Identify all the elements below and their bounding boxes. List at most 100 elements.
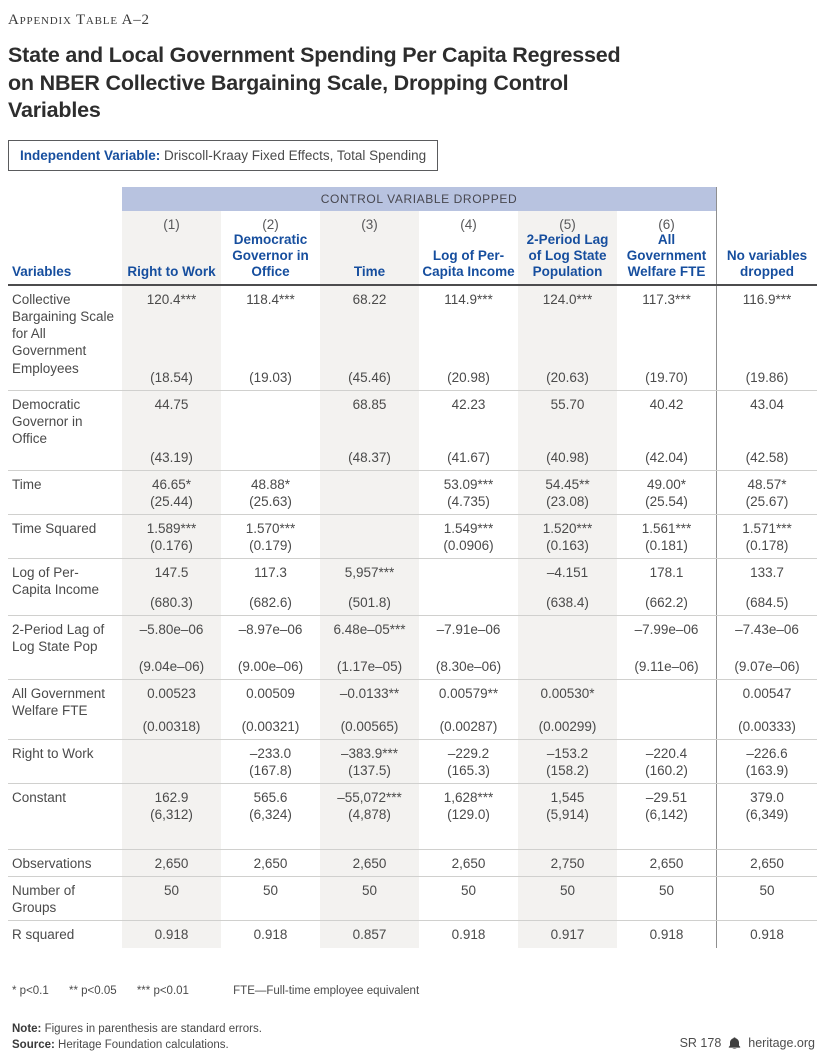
coefficient-value: 53.09*** [443, 476, 494, 492]
table-row: Democratic Governor in Office 44.75 (43.19… [8, 390, 817, 471]
coefficient-value: 117.3*** [642, 291, 691, 307]
band-row-last-spacer [716, 186, 817, 211]
data-cell: 147.5 (680.3) [122, 558, 221, 615]
data-cell: 68.22 (45.46) [320, 285, 419, 390]
data-cell: 1.549*** (0.0906) [419, 515, 518, 558]
standard-error-value: (163.9) [745, 762, 789, 778]
data-cell: 1,545 (5,914) [518, 783, 617, 849]
stat-value: 50 [460, 883, 477, 899]
report-id: SR 178 [679, 1036, 722, 1051]
coefficient-value: 54.45** [545, 476, 590, 492]
coefficient-value: –5.80e–06 [139, 621, 204, 637]
coefficient-value: 117.3 [254, 564, 287, 580]
standard-error-value: (42.58) [745, 449, 789, 465]
coefficient-value: –233.0 [249, 745, 292, 761]
sig-note-3: *** p<0.01 [136, 984, 189, 997]
standard-error-value: (18.54) [150, 369, 193, 385]
page-footer: Note: Figures in parenthesis are standar… [8, 1021, 817, 1053]
stat-value: 0.917 [550, 927, 585, 943]
control-variable-dropped-band: CONTROL VARIABLE DROPPED [122, 186, 716, 211]
stat-value: 2,650 [154, 855, 189, 871]
table-row: Right to Work –233.0 (167.8) –383.9*** (137.… [8, 739, 817, 784]
no-variables-column-cell: 133.7 (684.5) [716, 558, 817, 615]
standard-error-value: (0.0906) [443, 537, 494, 553]
standard-error-value: (4,878) [348, 806, 391, 822]
data-cell: 2,650 [122, 849, 221, 877]
heritage-org-link[interactable]: heritage.org [748, 1036, 815, 1051]
data-cell: –8.97e–06 (9.00e–06) [221, 616, 320, 679]
row-label-cell: Constant [8, 784, 122, 849]
coefficient-value: 1.571*** [742, 520, 792, 536]
data-cell: –5.80e–06 (9.04e–06) [122, 615, 221, 679]
data-cell: –233.0 (167.8) [221, 740, 320, 783]
stat-value: 0.918 [451, 927, 486, 943]
row-label: Constant [12, 789, 67, 805]
standard-error-value: (680.3) [150, 594, 193, 610]
stat-label: Number of Groups [12, 883, 76, 916]
standard-error-value: (0.00321) [241, 718, 300, 734]
coefficient-value: 133.7 [750, 564, 784, 580]
column-header-label: Democratic Governor in Office [232, 231, 309, 280]
note-text: Figures in parenthesis are standard erro… [44, 1022, 262, 1035]
coefficient-value: –4.151 [546, 564, 589, 580]
standard-error-value: (40.98) [546, 449, 589, 465]
data-cell: 117.3 (682.6) [221, 559, 320, 615]
coefficient-value: 5,957*** [344, 564, 395, 580]
band-label: CONTROL VARIABLE DROPPED [320, 191, 518, 206]
data-cell: 2,650 [221, 850, 320, 876]
data-cell: 50 [122, 877, 221, 921]
standard-error-value: (684.5) [745, 594, 789, 610]
stat-value: 0.918 [649, 927, 684, 943]
data-cell: 5,957*** (501.8) [320, 558, 419, 615]
no-variables-column-cell: 0.00547 (0.00333) [716, 679, 817, 739]
data-cell: 2,650 [419, 850, 518, 876]
standard-error-value: (5,914) [546, 806, 589, 822]
coefficient-value: –0.0133** [339, 685, 400, 701]
no-variables-column-cell: 379.0 (6,349) [716, 783, 817, 849]
column-header-label: No variables dropped [726, 248, 808, 280]
data-cell: 120.4*** (18.54) [122, 285, 221, 390]
coefficient-value: 42.23 [451, 396, 486, 412]
standard-error-value: (9.00e–06) [237, 658, 304, 674]
stat-value: 2,650 [352, 855, 387, 871]
data-cell [221, 391, 320, 470]
regression-table: CONTROL VARIABLE DROPPED Variables (1) Righ… [8, 186, 817, 948]
stat-value: 50 [262, 883, 279, 899]
column-header-cell: (1) Right to Work [122, 210, 221, 284]
data-cell: 1.520*** (0.163) [518, 514, 617, 558]
data-cell: 50 [419, 877, 518, 920]
data-cell: 178.1 (662.2) [617, 559, 716, 615]
stat-value: 50 [658, 883, 675, 899]
standard-error-value: (25.54) [645, 493, 688, 509]
coefficient-value: 120.4*** [146, 291, 197, 307]
data-cell: 6.48e–05*** (1.17e–05) [320, 615, 419, 679]
data-cell: 68.85 (48.37) [320, 390, 419, 470]
coefficient-value: 43.04 [750, 396, 784, 412]
data-cell: 1,628*** (129.0) [419, 784, 518, 849]
data-cell: 2,650 [320, 849, 419, 877]
data-cell: –7.99e–06 (9.11e–06) [617, 616, 716, 679]
note-label: Note: [12, 1022, 42, 1035]
no-variables-column-cell: 116.9*** (19.86) [716, 285, 817, 390]
standard-error-value: (43.19) [150, 449, 193, 465]
data-cell: 50 [617, 877, 716, 920]
standard-error-value: (45.46) [348, 369, 391, 385]
table-row: Time Squared 1.589*** (0.176) 1.570*** (0.17… [8, 514, 817, 559]
no-variables-column-cell: –226.6 (163.9) [716, 739, 817, 783]
table-row: Collective Bargaining Scale for All Gove… [8, 285, 817, 391]
no-variables-column-cell: 0.918 [716, 921, 817, 948]
coefficient-value: –229.2 [447, 745, 490, 761]
source-label: Source: [12, 1038, 55, 1051]
table-row: Time 46.65* (25.44) 48.88* (25.63) 53.09*** (4… [8, 470, 817, 515]
table-row: Log of Per-Capita Income 147.5 (680.3) 117.… [8, 558, 817, 616]
band-row: CONTROL VARIABLE DROPPED [8, 186, 817, 211]
coefficient-value: 68.22 [352, 291, 387, 307]
coefficient-value: 178.1 [649, 564, 684, 580]
coefficient-value: 0.00530* [540, 685, 595, 701]
data-cell: 0.857 [320, 921, 419, 948]
standard-error-value: (19.03) [249, 369, 292, 385]
table-row: Constant 162.9 (6,312) 565.6 (6,324) –55,072*… [8, 783, 817, 850]
data-cell: 162.9 (6,312) [122, 783, 221, 849]
standard-error-value: (137.5) [348, 762, 391, 778]
standard-error-value: (9.07e–06) [734, 658, 800, 674]
